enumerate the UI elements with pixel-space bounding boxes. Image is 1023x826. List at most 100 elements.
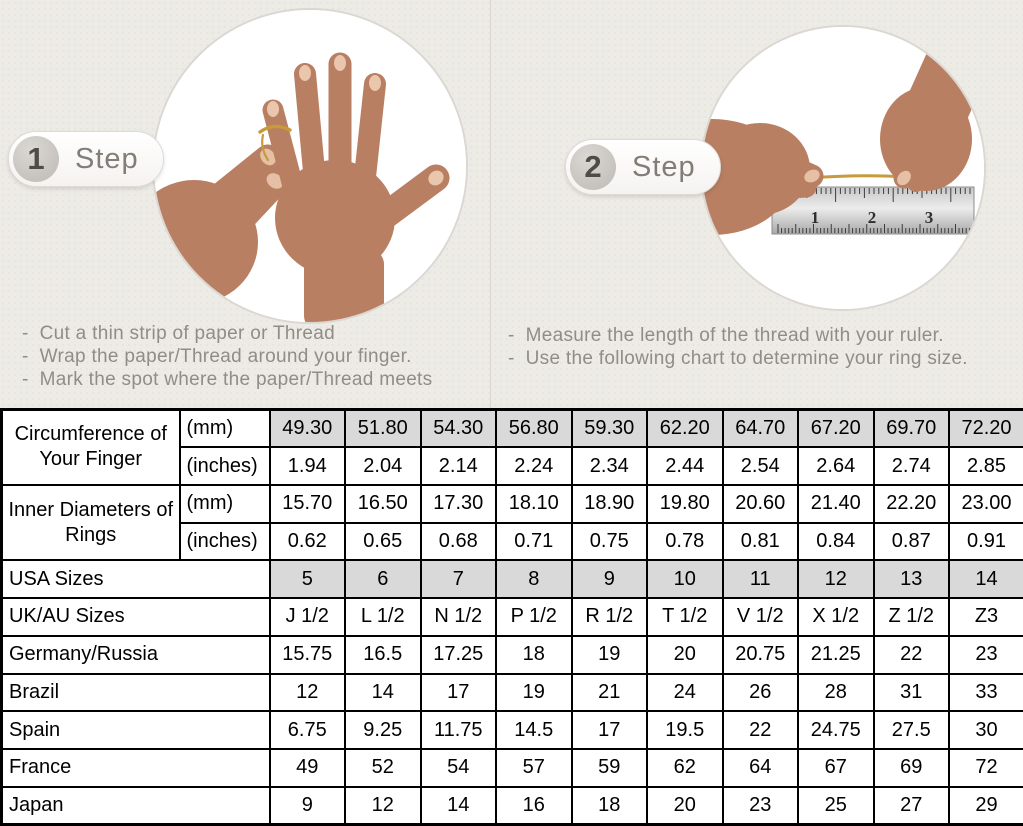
instruction-item: Wrap the paper/Thread around your finger… — [22, 345, 432, 368]
table-row: USA Sizes 5 6 7 8 9 10 11 12 13 14 — [0, 559, 1023, 600]
table-cell: 15.75 — [268, 634, 346, 675]
table-cell: 7 — [419, 559, 497, 600]
table-row: (inches) 1.94 2.04 2.14 2.24 2.34 2.44 2.54 2.64… — [2, 446, 1023, 486]
table-cell: 16.5 — [344, 634, 422, 675]
table-cell: 20 — [646, 785, 724, 826]
table-cell: 24 — [646, 672, 724, 713]
table-cell: 25 — [797, 785, 875, 826]
table-cell: 64 — [721, 747, 799, 788]
table-cell: 11 — [721, 559, 799, 600]
table-cell: 52 — [344, 747, 422, 788]
ruler-number-2: 2 — [868, 208, 877, 227]
table-row: Brazil 12 14 17 19 21 24 26 28 31 33 — [0, 672, 1023, 713]
row-label: UK/AU Sizes — [0, 597, 271, 637]
unit-label: (mm) — [178, 483, 271, 524]
table-cell: 17 — [419, 672, 497, 713]
table-cell: 2.64 — [797, 446, 875, 486]
table-cell: 2.85 — [948, 446, 1023, 486]
table-cell: Z 1/2 — [872, 597, 950, 637]
step2-instructions: Measure the length of the thread with yo… — [508, 324, 968, 370]
table-cell: 28 — [797, 672, 875, 713]
hand-with-thread-illustration — [154, 10, 466, 322]
table-cell: 23 — [721, 785, 799, 826]
step1-number: 1 — [13, 136, 59, 182]
step2-number: 2 — [570, 144, 616, 190]
unit-label: (mm) — [178, 408, 271, 449]
table-cell: 14 — [948, 559, 1023, 600]
table-cell: N 1/2 — [419, 597, 497, 637]
table-cell: T 1/2 — [646, 597, 724, 637]
table-cell: 27 — [872, 785, 950, 826]
table-cell: 2.34 — [570, 446, 648, 486]
table-cell: Z3 — [948, 597, 1023, 637]
table-cell: 12 — [344, 785, 422, 826]
table-cell: 72.20 — [948, 408, 1023, 449]
table-cell: 49 — [268, 747, 346, 788]
table-cell: L 1/2 — [344, 597, 422, 637]
table-cell: 64.70 — [721, 408, 799, 449]
table-cell: 12 — [268, 672, 346, 713]
table-cell: 20.60 — [721, 483, 799, 524]
table-cell: 59 — [570, 747, 648, 788]
table-cell: 16.50 — [344, 483, 422, 524]
table-cell: 56.80 — [495, 408, 573, 449]
row-label: Japan — [0, 785, 271, 826]
panel-divider — [490, 0, 491, 409]
table-cell: 17.25 — [419, 634, 497, 675]
row-label: Germany/Russia — [0, 634, 271, 675]
table-cell: R 1/2 — [570, 597, 648, 637]
table-cell: 0.81 — [721, 521, 799, 562]
table-cell: 19.5 — [646, 710, 724, 750]
table-cell: 24.75 — [797, 710, 875, 750]
table-cell: 2.44 — [646, 446, 724, 486]
table-cell: 9 — [570, 559, 648, 600]
table-cell: 17.30 — [419, 483, 497, 524]
table-cell: 19 — [495, 672, 573, 713]
table-cell: 27.5 — [872, 710, 950, 750]
table-cell: 19 — [570, 634, 648, 675]
table-cell: 20.75 — [721, 634, 799, 675]
table-row: UK/AU Sizes J 1/2 L 1/2 N 1/2 P 1/2 R 1/2 T 1/… — [0, 597, 1023, 637]
table-cell: 30 — [948, 710, 1023, 750]
table-cell: 54.30 — [419, 408, 497, 449]
table-cell: 29 — [948, 785, 1023, 826]
step1-badge: 1 Step — [8, 131, 164, 187]
instruction-item: Use the following chart to determine you… — [508, 347, 968, 370]
table-cell: 62 — [646, 747, 724, 788]
step1-photo — [152, 8, 468, 324]
measuring-thread-ruler-illustration: 1 2 3 — [702, 27, 984, 309]
table-cell: 49.30 — [268, 408, 346, 449]
table-cell: 2.04 — [344, 446, 422, 486]
table-cell: X 1/2 — [797, 597, 875, 637]
table-cell: 9.25 — [344, 710, 422, 750]
table-cell: 11.75 — [419, 710, 497, 750]
table-cell: 2.54 — [721, 446, 799, 486]
table-cell: 21.25 — [797, 634, 875, 675]
table-cell: 23 — [948, 634, 1023, 675]
table-cell: P 1/2 — [495, 597, 573, 637]
table-cell: 18.10 — [495, 483, 573, 524]
table-cell: 59.30 — [570, 408, 648, 449]
ruler-number-1: 1 — [811, 208, 820, 227]
table-cell: 14 — [419, 785, 497, 826]
table-cell: 23.00 — [948, 483, 1023, 524]
table-cell: 51.80 — [344, 408, 422, 449]
table-cell: 0.71 — [495, 521, 573, 562]
table-cell: 0.68 — [419, 521, 497, 562]
table-row: Circumference of Your Finger (mm) 49.30 51.… — [0, 408, 1023, 486]
table-cell: J 1/2 — [268, 597, 346, 637]
table-cell: 8 — [495, 559, 573, 600]
unit-label: (inches) — [178, 446, 271, 486]
table-cell: 2.24 — [495, 446, 573, 486]
table-cell: 31 — [872, 672, 950, 713]
table-cell: 16 — [495, 785, 573, 826]
table-cell: 69.70 — [872, 408, 950, 449]
table-cell: 2.14 — [419, 446, 497, 486]
table-cell: 13 — [872, 559, 950, 600]
step1-label: Step — [75, 142, 139, 175]
table-cell: 10 — [646, 559, 724, 600]
step2-panel: 1 2 3 — [490, 0, 1023, 409]
table-cell: 69 — [872, 747, 950, 788]
table-cell: 22 — [721, 710, 799, 750]
